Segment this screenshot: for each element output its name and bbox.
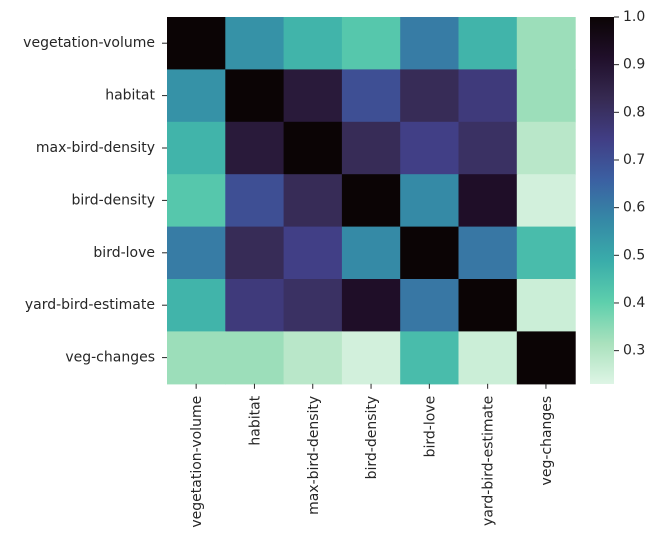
heatmap-cell [400, 174, 460, 228]
x-tick-label: habitat [247, 395, 263, 445]
y-tick-label: bird-love [93, 245, 155, 261]
heatmap-cell [400, 331, 460, 385]
heatmap-cell [283, 17, 343, 70]
colorbar-tick-label: 1.0 [623, 9, 645, 25]
heatmap-cell [458, 331, 518, 385]
heatmap-cell [167, 174, 226, 228]
heatmap-cell [225, 279, 285, 332]
heatmap-cell [400, 279, 460, 332]
y-tick-label: max-bird-density [36, 140, 155, 156]
y-tick-label: yard-bird-estimate [25, 297, 155, 313]
heatmap-cell [341, 174, 401, 228]
x-tick-labels: vegetation-volume habitat max-bird-density… [189, 383, 555, 528]
colorbar-tick-label: 0.7 [623, 152, 645, 168]
heatmap-cell [283, 226, 343, 280]
colorbar: 0.3 0.4 0.5 0.6 0.7 0.8 0.9 1.0 [590, 9, 645, 384]
heatmap-cell [516, 121, 576, 175]
heatmap-cell [458, 69, 518, 123]
heatmap-cell [516, 69, 576, 123]
heatmap-cell [283, 121, 343, 175]
heatmap-cell [283, 279, 343, 332]
y-tick-label: bird-density [71, 192, 155, 208]
heatmap-cell [400, 69, 460, 123]
heatmap-cell [167, 17, 226, 70]
heatmap-cell [516, 279, 576, 332]
heatmap-cell [283, 331, 343, 385]
heatmap-cell [225, 174, 285, 228]
colorbar-tick-label: 0.6 [623, 200, 645, 216]
colorbar-gradient [590, 17, 614, 384]
heatmap-cell [167, 279, 226, 332]
y-tick-label: vegetation-volume [23, 35, 155, 51]
heatmap-cell [283, 69, 343, 123]
heatmap-cell [516, 17, 576, 70]
heatmap-cell [225, 121, 285, 175]
colorbar-tick-label: 0.4 [623, 295, 645, 311]
heatmap-cell [341, 17, 401, 70]
x-tick-label: bird-love [422, 396, 438, 458]
heatmap-cell [458, 226, 518, 280]
heatmap-cell [400, 226, 460, 280]
x-tick-label: yard-bird-estimate [481, 396, 497, 526]
heatmap-cell [341, 121, 401, 175]
y-tick-labels: vegetation-volume habitat max-bird-density… [23, 35, 167, 366]
heatmap-cell [458, 174, 518, 228]
x-tick-label: bird-density [364, 396, 380, 480]
heatmap-cell [516, 174, 576, 228]
heatmap-cell [458, 17, 518, 70]
x-tick-label: max-bird-density [306, 396, 322, 515]
heatmap-cell [167, 69, 226, 123]
heatmap-cell [516, 331, 576, 385]
heatmap-cell [341, 69, 401, 123]
heatmap-cell [167, 226, 226, 280]
heatmap-cells [167, 17, 576, 385]
heatmap-cell [225, 69, 285, 123]
x-tick-label: veg-changes [539, 396, 555, 486]
heatmap-cell [341, 226, 401, 280]
y-tick-label: habitat [105, 88, 155, 104]
heatmap-cell [400, 17, 460, 70]
heatmap-cell [458, 279, 518, 332]
colorbar-tick-label: 0.5 [623, 247, 645, 263]
heatmap-cell [283, 174, 343, 228]
heatmap-cell [341, 279, 401, 332]
heatmap-cell [225, 226, 285, 280]
colorbar-tick-label: 0.8 [623, 104, 645, 120]
heatmap-cell [458, 121, 518, 175]
colorbar-tick-label: 0.3 [623, 343, 645, 359]
heatmap-cell [516, 226, 576, 280]
heatmap-cell [400, 121, 460, 175]
heatmap-cell [167, 331, 226, 385]
heatmap-cell [167, 121, 226, 175]
colorbar-tick-label: 0.9 [623, 57, 645, 73]
x-tick-label: vegetation-volume [189, 396, 205, 528]
y-tick-label: veg-changes [65, 350, 155, 366]
heatmap-cell [225, 331, 285, 385]
heatmap-cell [225, 17, 285, 70]
heatmap-cell [341, 331, 401, 385]
